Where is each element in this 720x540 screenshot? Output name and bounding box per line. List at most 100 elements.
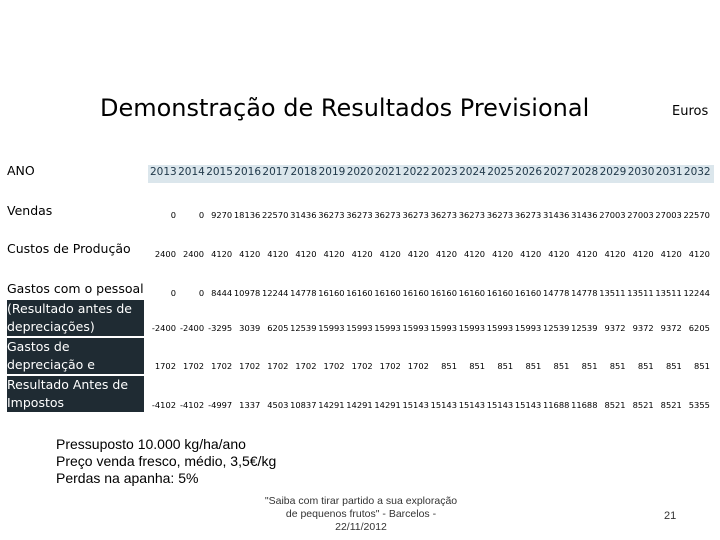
table-cell: 36273 <box>374 210 401 220</box>
table-cell: 16160 <box>374 288 401 298</box>
table-cell: 11688 <box>571 400 598 410</box>
table-cell: 0 <box>170 210 176 220</box>
table-cell: 9372 <box>660 323 682 333</box>
table-cell: 36273 <box>402 210 429 220</box>
table-cell: 1702 <box>407 361 429 371</box>
table-cell: 13511 <box>627 288 654 298</box>
table-cell: 4120 <box>492 249 514 259</box>
table-cell: 851 <box>665 361 682 371</box>
year-header-cell: 2019 <box>318 166 346 178</box>
table-cell: 4120 <box>463 249 486 259</box>
footer-line: "Saiba com tirar partido a sua exploraçã… <box>264 495 458 507</box>
year-header-cell: 2022 <box>402 166 430 178</box>
table-cell: 0 <box>198 210 205 220</box>
table-cell: 15143 <box>486 400 514 410</box>
table-cell: 4120 <box>379 249 401 259</box>
year-header-cell: 2016 <box>234 166 262 178</box>
year-header-bar <box>148 165 714 183</box>
table-cell: 16160 <box>514 288 542 298</box>
table-cell: 36273 <box>318 210 345 220</box>
table-cell: 15993 <box>374 323 401 333</box>
year-header-cell: 2014 <box>178 166 205 178</box>
table-cell: 13511 <box>599 288 626 298</box>
table-cell: 15993 <box>402 323 429 333</box>
year-header-cell: 2018 <box>290 166 318 178</box>
table-cell: 9372 <box>632 323 654 333</box>
table-cell: 4120 <box>688 249 710 259</box>
table-cell: 15993 <box>346 323 373 333</box>
table-cell: 14291 <box>318 400 345 410</box>
table-cell: 15143 <box>402 400 429 410</box>
table-cell: 1337 <box>239 400 261 410</box>
table-cell: 4120 <box>323 249 345 259</box>
table-cell: 12244 <box>683 288 710 298</box>
note-line: Perdas na apanha: 5% <box>56 470 199 486</box>
row-label-custos: Custos de Produção <box>7 240 144 258</box>
year-header-cell: 2024 <box>459 166 486 178</box>
table-cell: 10978 <box>233 288 261 298</box>
table-row-resultado_antes_dep: -2400 -2400 -3295 3039 6205 12539 15993 15993 15… <box>148 323 712 339</box>
year-header-cell: 2023 <box>431 166 458 178</box>
table-cell: 4503 <box>267 400 289 410</box>
table-row-gastos_dep: 1702 1702 1702 1702 1702 1702 1702 1702 1702 1702… <box>148 361 712 377</box>
assumptions-notes: Pressuposto 10.000 kg/ha/ano Preço venda… <box>56 436 276 487</box>
table-cell: 851 <box>441 361 457 371</box>
table-cell: 14778 <box>290 288 317 298</box>
table-cell: 4120 <box>211 249 233 259</box>
table-cell: 851 <box>637 361 654 371</box>
page-title: Demonstração de Resultados Previsional <box>100 94 590 122</box>
table-cell: 16160 <box>402 288 429 298</box>
table-row-resultado_impostos: -4102 -4102 -4997 1337 4503 10837 14291 14291 14… <box>148 400 712 416</box>
table-cell: 4120 <box>660 249 682 259</box>
table-cell: 9372 <box>604 323 626 333</box>
year-header-cell: 2030 <box>627 166 655 178</box>
table-cell: 16160 <box>430 288 457 298</box>
table-cell: -2400 <box>151 323 176 333</box>
note-line: Pressuposto 10.000 kg/ha/ano <box>56 436 246 452</box>
year-header-cell: 2017 <box>262 166 290 178</box>
table-cell: 36273 <box>430 210 457 220</box>
table-cell: 9270 <box>211 210 233 220</box>
table-row-vendas: 0 0 9270 18136 22570 31436 36273 36273 36273 3627… <box>148 210 712 226</box>
row-labels-column: ANO Vendas Custos de Produção Gastos com… <box>7 162 144 412</box>
table-cell: 851 <box>694 361 710 371</box>
table-cell: 1702 <box>211 361 233 371</box>
table-cell: 16160 <box>346 288 373 298</box>
table-cell: 22570 <box>261 210 289 220</box>
table-cell: 4120 <box>407 249 429 259</box>
row-label-gastos-depreciacao: Gastos de depreciação e amortização <box>7 338 144 390</box>
table-cell: 1702 <box>351 361 373 371</box>
header-label-ano: ANO <box>7 162 144 180</box>
table-cell: 31436 <box>290 210 317 220</box>
table-cell: 15993 <box>318 323 345 333</box>
table-cell: 851 <box>525 361 542 371</box>
row-label-resultado-antes-dep: (Resultado antes de depreciações) <box>7 300 144 336</box>
table-cell: 4120 <box>576 249 598 259</box>
table-cell: 4120 <box>435 249 457 259</box>
table-cell: 8444 <box>211 288 233 298</box>
table-cell: 36273 <box>346 210 373 220</box>
table-cell: 36273 <box>486 210 514 220</box>
footer-line: 22/11/2012 <box>335 521 387 533</box>
table-cell: 15993 <box>486 323 514 333</box>
table-cell: 14291 <box>346 400 373 410</box>
table-cell: 14778 <box>571 288 598 298</box>
row-label-gastos-pessoal: Gastos com o pessoal <box>7 280 144 298</box>
table-cell: 1702 <box>154 361 176 371</box>
table-cell: 851 <box>469 361 486 371</box>
table-cell: 27003 <box>627 210 654 220</box>
table-cell: 8521 <box>604 400 626 410</box>
table-cell: 4120 <box>295 249 317 259</box>
table-cell: 15143 <box>514 400 542 410</box>
table-cell: 15143 <box>458 400 486 410</box>
year-header-cell: 2015 <box>206 166 233 178</box>
table-cell: 1702 <box>182 361 205 371</box>
year-header-cell: 2025 <box>487 166 514 178</box>
note-line: Preço venda fresco, médio, 3,5€/kg <box>56 453 277 469</box>
row-label-vendas: Vendas <box>7 202 144 220</box>
table-cell: 2400 <box>182 249 205 259</box>
table-cell: 16160 <box>458 288 486 298</box>
units-label: Euros <box>672 104 709 119</box>
row-label-resultado-impostos: Resultado Antes de Impostos <box>7 376 144 412</box>
table-cell: 2400 <box>154 249 176 259</box>
